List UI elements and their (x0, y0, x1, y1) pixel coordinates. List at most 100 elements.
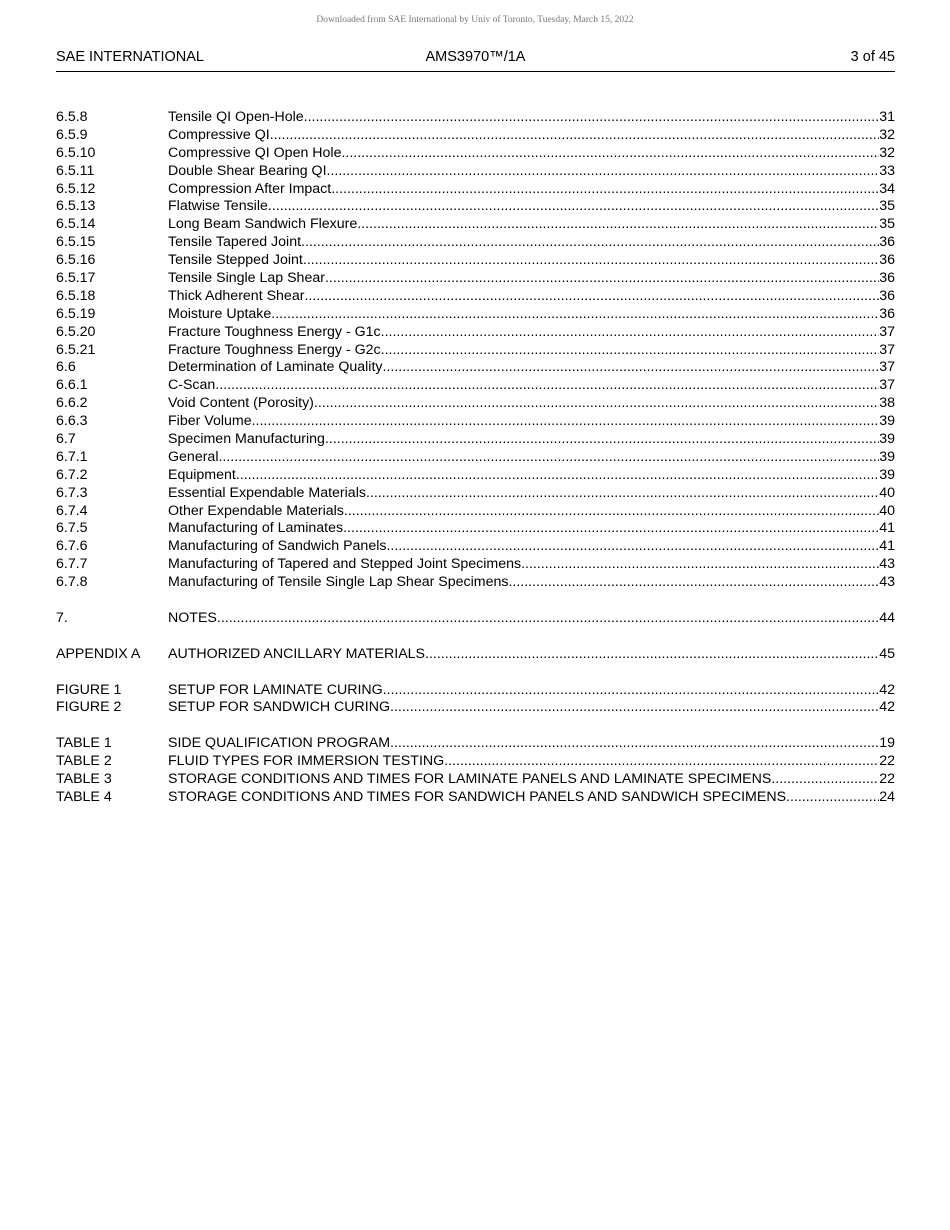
toc-entry-page: 35 (879, 216, 895, 233)
toc-entry[interactable]: 6.5.11 Double Shear Bearing QI 33 (56, 163, 895, 181)
toc-entry-title-wrap: Void Content (Porosity) (168, 395, 879, 413)
toc-entry-number: 6.6.1 (56, 377, 88, 394)
toc-entry-title-wrap: Manufacturing of Tapered and Stepped Joi… (168, 556, 879, 574)
toc-entry[interactable]: 6.7.8 Manufacturing of Tensile Single La… (56, 574, 895, 592)
toc-entry[interactable]: 6.5.17 Tensile Single Lap Shear 36 (56, 270, 895, 288)
toc-entry[interactable]: 6.7.3 Essential Expendable Materials 40 (56, 485, 895, 503)
toc-entry-page: 37 (879, 341, 895, 358)
toc-entry[interactable]: 6.7.1 General 39 (56, 449, 895, 467)
toc-entry-number: TABLE 1 (56, 735, 112, 752)
toc-entry[interactable]: 6.6.3 Fiber Volume 39 (56, 413, 895, 431)
toc-entry[interactable]: 6.6.1 C-Scan 37 (56, 377, 895, 395)
toc-entry[interactable]: 6.7.7 Manufacturing of Tapered and Stepp… (56, 556, 895, 574)
toc-entry-title-wrap: SIDE QUALIFICATION PROGRAM (168, 735, 879, 753)
toc-entry[interactable]: 6.5.18 Thick Adherent Shear 36 (56, 288, 895, 306)
toc-entry-page: 42 (879, 699, 895, 716)
toc-entry[interactable]: 6.6 Determination of Laminate Quality 37 (56, 359, 895, 377)
dot-leader (325, 431, 879, 449)
dot-leader (444, 753, 879, 771)
toc-entry[interactable]: 6.7.4 Other Expendable Materials 40 (56, 503, 895, 521)
toc-entry[interactable]: 6.5.9 Compressive QI 32 (56, 127, 895, 145)
toc-entry-number: 6.5.9 (56, 126, 88, 143)
toc-entry[interactable]: TABLE 4 STORAGE CONDITIONS AND TIMES FOR… (56, 789, 895, 807)
toc-entry[interactable]: 6.7 Specimen Manufacturing 39 (56, 431, 895, 449)
toc-entry[interactable]: 7. NOTES 44 (56, 610, 895, 628)
toc-entry-title-wrap: Manufacturing of Tensile Single Lap Shea… (168, 574, 879, 592)
toc-entry-number: 6.5.11 (56, 162, 95, 179)
toc-entry-title-wrap: Tensile Single Lap Shear (168, 270, 879, 288)
toc-entry[interactable]: 6.5.12 Compression After Impact 34 (56, 181, 895, 199)
toc-entry[interactable]: 6.5.14 Long Beam Sandwich Flexure 35 (56, 216, 895, 234)
toc-entry-page: 31 (879, 109, 895, 125)
toc-entry-title-wrap: Tensile Stepped Joint (168, 252, 879, 270)
toc-entry-title-wrap: Equipment (168, 467, 879, 485)
toc-entry-number: FIGURE 2 (56, 699, 122, 716)
dot-leader (381, 324, 880, 342)
toc-entry-title: Manufacturing of Laminates (168, 520, 344, 537)
toc-entry-page: 37 (879, 359, 895, 376)
toc-entry-title-wrap: FLUID TYPES FOR IMMERSION TESTING (168, 753, 879, 771)
toc-entry[interactable]: 6.6.2 Void Content (Porosity) 38 (56, 395, 895, 413)
toc-entry-page: 36 (879, 270, 895, 287)
toc-entry-title: C-Scan (168, 377, 216, 394)
toc-entry-title: Specimen Manufacturing (168, 431, 325, 448)
toc-entry-title: Manufacturing of Tapered and Stepped Joi… (168, 556, 522, 573)
toc-entry-title-wrap: Compressive QI Open Hole (168, 145, 879, 163)
toc-entry-page: 36 (879, 252, 895, 269)
toc-entry-number: 6.6.3 (56, 413, 88, 430)
toc-entry-title-wrap: Specimen Manufacturing (168, 431, 879, 449)
toc-entry-page: 39 (879, 431, 895, 448)
toc-entry-number: 6.5.13 (56, 198, 96, 215)
toc-entry[interactable]: FIGURE 1 SETUP FOR LAMINATE CURING 42 (56, 682, 895, 700)
toc-entry-number: 6.6.2 (56, 395, 88, 412)
dot-leader (314, 395, 879, 413)
toc-entry-number: 6.5.20 (56, 323, 96, 340)
toc-entry-title: Other Expendable Materials (168, 502, 344, 519)
toc-entry[interactable]: 6.5.21 Fracture Toughness Energy - G2c 3… (56, 342, 895, 360)
toc-entry[interactable]: 6.5.8 Tensile QI Open-Hole 31 (56, 109, 895, 127)
toc-entry-number: 6.7.2 (56, 466, 88, 483)
toc-entry-title: Compressive QI Open Hole (168, 144, 342, 161)
toc-entry[interactable]: 6.5.19 Moisture Uptake 36 (56, 306, 895, 324)
toc-entry-title: Fiber Volume (168, 413, 252, 430)
toc-entry-number: 6.7.4 (56, 502, 88, 519)
toc-entry[interactable]: TABLE 2 FLUID TYPES FOR IMMERSION TESTIN… (56, 753, 895, 771)
toc-entry[interactable]: APPENDIX A AUTHORIZED ANCILLARY MATERIAL… (56, 646, 895, 664)
toc-entry[interactable]: 6.7.6 Manufacturing of Sandwich Panels 4… (56, 538, 895, 556)
toc-entry-page: 35 (879, 198, 895, 215)
toc-entry-number: 6.7 (56, 431, 76, 448)
toc-entry[interactable]: 6.5.13 Flatwise Tensile 35 (56, 198, 895, 216)
toc-entry[interactable]: TABLE 3 STORAGE CONDITIONS AND TIMES FOR… (56, 771, 895, 789)
toc-entry-title-wrap: Long Beam Sandwich Flexure (168, 216, 879, 234)
dot-leader (304, 109, 880, 127)
toc-entry-page: 34 (879, 180, 895, 197)
toc-entry-title-wrap: Flatwise Tensile (168, 198, 879, 216)
toc-entry-title: AUTHORIZED ANCILLARY MATERIALS (168, 645, 426, 662)
group-spacer (56, 628, 895, 646)
dot-leader (268, 198, 879, 216)
toc-entry-title: Tensile Single Lap Shear (168, 270, 325, 287)
dot-leader (771, 771, 879, 789)
dot-leader (304, 288, 879, 306)
header-page-number: 3 of 45 (850, 49, 895, 65)
toc-entry[interactable]: 6.7.2 Equipment 39 (56, 467, 895, 485)
toc-entry-number: 6.6 (56, 359, 76, 376)
toc-entry-title: Fracture Toughness Energy - G1c (168, 323, 381, 340)
group-spacer (56, 592, 895, 610)
toc-entry-title: STORAGE CONDITIONS AND TIMES FOR LAMINAT… (168, 770, 772, 787)
toc-entry[interactable]: 6.5.16 Tensile Stepped Joint 36 (56, 252, 895, 270)
toc-entry-title-wrap: General (168, 449, 879, 467)
dot-leader (215, 377, 879, 395)
toc-entry[interactable]: 6.5.10 Compressive QI Open Hole 32 (56, 145, 895, 163)
toc-entry-title: Tensile QI Open-Hole (168, 109, 304, 125)
dot-leader (383, 682, 880, 700)
toc-entry-page: 39 (879, 466, 895, 483)
toc-entry[interactable]: FIGURE 2 SETUP FOR SANDWICH CURING 42 (56, 699, 895, 717)
toc-entry[interactable]: 6.5.15 Tensile Tapered Joint 36 (56, 234, 895, 252)
toc-entry-title: STORAGE CONDITIONS AND TIMES FOR SANDWIC… (168, 788, 787, 805)
toc-entry[interactable]: 6.5.20 Fracture Toughness Energy - G1c 3… (56, 324, 895, 342)
toc-entry[interactable]: TABLE 1 SIDE QUALIFICATION PROGRAM 19 (56, 735, 895, 753)
toc-entry[interactable]: 6.7.5 Manufacturing of Laminates 41 (56, 520, 895, 538)
toc-entry-title: Tensile Tapered Joint (168, 234, 302, 251)
dot-leader (325, 270, 879, 288)
